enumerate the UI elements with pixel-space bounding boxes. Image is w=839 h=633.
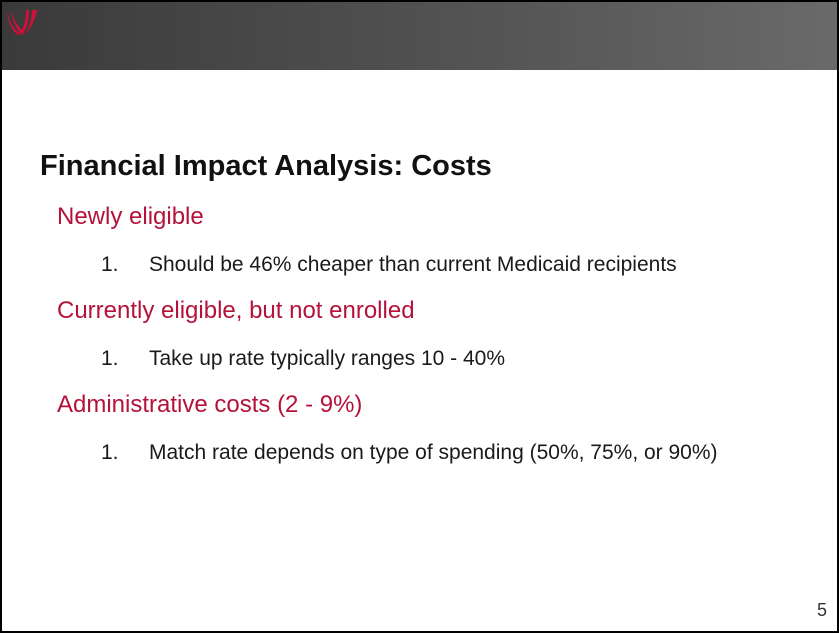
item-text: Match rate depends on type of spending (… xyxy=(149,441,718,464)
list-item: 1. Match rate depends on type of spending… xyxy=(57,432,749,474)
item-number: 1. xyxy=(101,347,119,370)
item-number: 1. xyxy=(101,441,119,464)
item-text: Take up rate typically ranges 10 - 40% xyxy=(149,347,506,370)
content: Newly eligible 1. Should be 46% cheaper th… xyxy=(57,196,777,482)
list-item: 1. Take up rate typically ranges 10 - 40% xyxy=(57,338,749,380)
logo xyxy=(7,10,37,35)
section-heading: Newly eligible xyxy=(57,203,204,230)
item-text: Should be 46% cheaper than current Medic… xyxy=(149,253,677,276)
slide-title: Financial Impact Analysis: Costs xyxy=(40,150,492,182)
list-item: 1. Should be 46% cheaper than current Med… xyxy=(57,244,749,286)
page-number: 5 xyxy=(816,600,827,620)
section-heading: Administrative costs (2 - 9%) xyxy=(57,391,363,418)
item-number: 1. xyxy=(101,253,119,276)
section-heading: Currently eligible, but not enrolled xyxy=(57,297,415,324)
top-bar xyxy=(2,2,837,70)
